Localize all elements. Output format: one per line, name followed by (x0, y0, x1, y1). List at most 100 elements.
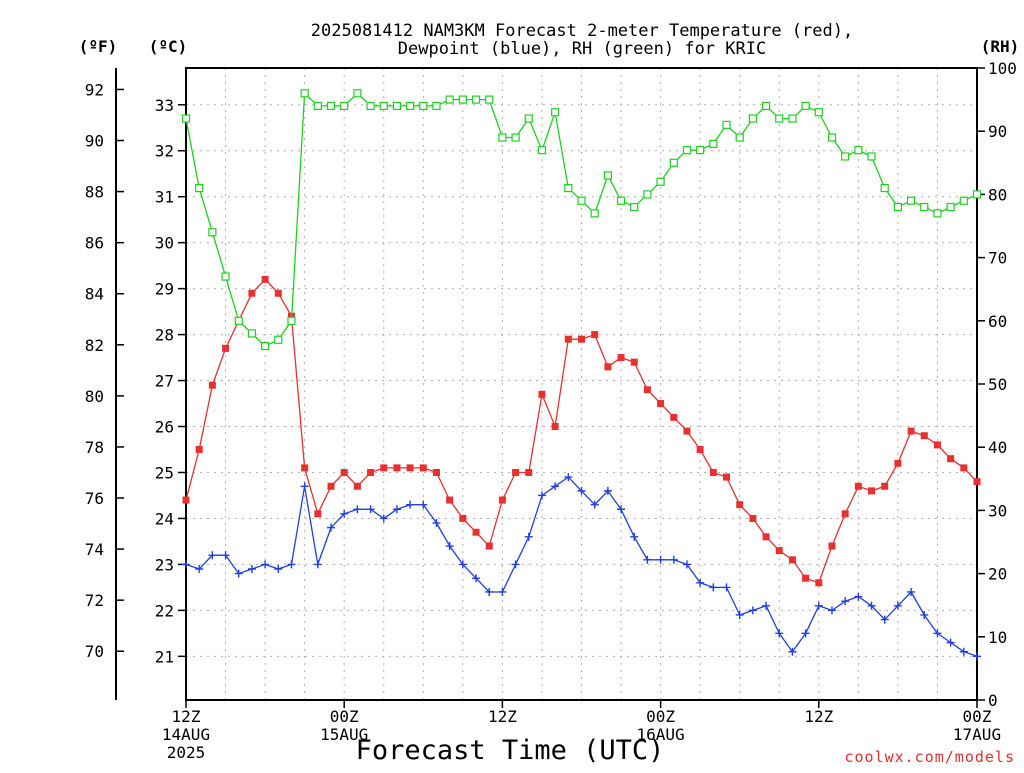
celsius-tick-label: 32 (155, 142, 174, 161)
temperature-point (419, 464, 427, 472)
rh-point (471, 95, 481, 104)
dewpoint-point (432, 519, 441, 528)
rh-point (392, 101, 402, 111)
rh-point (709, 139, 718, 148)
dewpoint-point (195, 565, 204, 574)
dewpoint-point (827, 606, 836, 615)
rh-point (906, 196, 916, 205)
temperature-point (881, 482, 889, 490)
chart-title-line-1: 2025081412 NAM3KM Forecast 2-meter Tempe… (311, 21, 853, 41)
temperature-point (182, 496, 190, 504)
x-tick-label: 16AUG (637, 725, 685, 744)
fahrenheit-tick-label: 88 (85, 183, 104, 202)
dewpoint-point (221, 551, 230, 560)
dewpoint-point (366, 505, 375, 514)
rh-point (920, 202, 929, 212)
dewpoint-point (735, 610, 744, 619)
dewpoint-point (551, 482, 560, 491)
fahrenheit-tick-label: 82 (85, 336, 104, 355)
temperature-point (749, 514, 757, 522)
rh-point (801, 101, 810, 111)
rh-tick-label: 0 (988, 691, 998, 710)
dewpoint-point (814, 601, 823, 610)
rh-tick-label: 10 (988, 628, 1007, 647)
temperature-point (683, 427, 691, 435)
rh-tick-label: 30 (988, 501, 1007, 520)
celsius-tick-label: 21 (155, 647, 174, 666)
dewpoint-point (801, 629, 810, 638)
rh-point (551, 108, 560, 117)
x-tick-label: 00Z (963, 707, 992, 726)
fahrenheit-tick-label: 76 (85, 489, 104, 508)
rh-tick-label: 40 (988, 438, 1007, 457)
x-tick-label: 15AUG (320, 725, 368, 744)
dewpoint-point (867, 601, 876, 610)
dewpoint-point (946, 638, 955, 647)
rh-point (221, 272, 230, 281)
dewpoint-point (406, 500, 415, 509)
dewpoint-point (907, 587, 916, 596)
temperature-point (485, 542, 493, 550)
rh-point (656, 177, 665, 186)
rh-point (735, 133, 744, 142)
rh-point (616, 196, 626, 205)
rh-point (564, 183, 573, 193)
temperature-point (551, 423, 559, 431)
temperature-point (248, 289, 256, 297)
rh-point (313, 101, 322, 111)
temperature-point (828, 542, 836, 550)
dewpoint-point (709, 583, 718, 592)
data-series (181, 89, 982, 661)
fahrenheit-tick-label: 70 (85, 642, 104, 661)
temperature-point (736, 501, 744, 509)
temperature-point (195, 445, 203, 453)
rh-point (775, 114, 784, 123)
temperature-point (578, 335, 585, 343)
rh-tick-label: 20 (988, 565, 1007, 584)
dewpoint-point (234, 569, 243, 578)
dewpoint-point (696, 578, 705, 587)
rh-point (643, 190, 652, 199)
credit-link[interactable]: coolwx.com/models (844, 748, 1015, 766)
temperature-point (564, 335, 572, 343)
fahrenheit-tick-label: 84 (85, 285, 104, 304)
temperature-point (815, 579, 823, 587)
rh-point (181, 114, 191, 123)
fahrenheit-tick-label: 80 (85, 387, 104, 406)
temperature-point (604, 363, 612, 371)
dewpoint-point (445, 542, 454, 551)
rh-point (880, 183, 889, 193)
rh-point (682, 146, 692, 155)
celsius-tick-label: 30 (155, 234, 174, 253)
temperature-point (327, 482, 335, 490)
temperature-point (762, 533, 770, 541)
rh-point (827, 133, 837, 142)
celsius-tick-label: 27 (155, 372, 174, 391)
x-tick-label: 00Z (330, 707, 359, 726)
rh-point (788, 114, 797, 123)
temperature-point (314, 510, 322, 518)
celsius-tick-label: 28 (155, 326, 174, 345)
rh-tick-label: 50 (988, 375, 1007, 394)
temperature-point (222, 344, 230, 352)
temperature-point (630, 358, 638, 366)
dewpoint-point (247, 565, 256, 574)
rh-point (841, 152, 850, 161)
rh-point (445, 95, 454, 104)
dewpoint-point (340, 509, 349, 518)
celsius-tick-label: 33 (155, 96, 174, 115)
dewpoint-point (617, 505, 626, 514)
x-tick-label: 12Z (172, 707, 201, 726)
dewpoint-point (748, 606, 757, 615)
grid-lines (186, 68, 977, 700)
rh-tick-label: 80 (988, 185, 1007, 204)
temperature-point (894, 459, 902, 467)
rh-point (669, 158, 678, 167)
dewpoint-point (524, 532, 533, 541)
dewpoint-point (261, 560, 270, 569)
dewpoint-point (458, 560, 467, 569)
rh-point (972, 190, 982, 199)
chart-title-line-2: Dewpoint (blue), RH (green) for KRIC (398, 39, 766, 59)
rh-point (854, 146, 863, 155)
dewpoint-point (656, 555, 665, 564)
